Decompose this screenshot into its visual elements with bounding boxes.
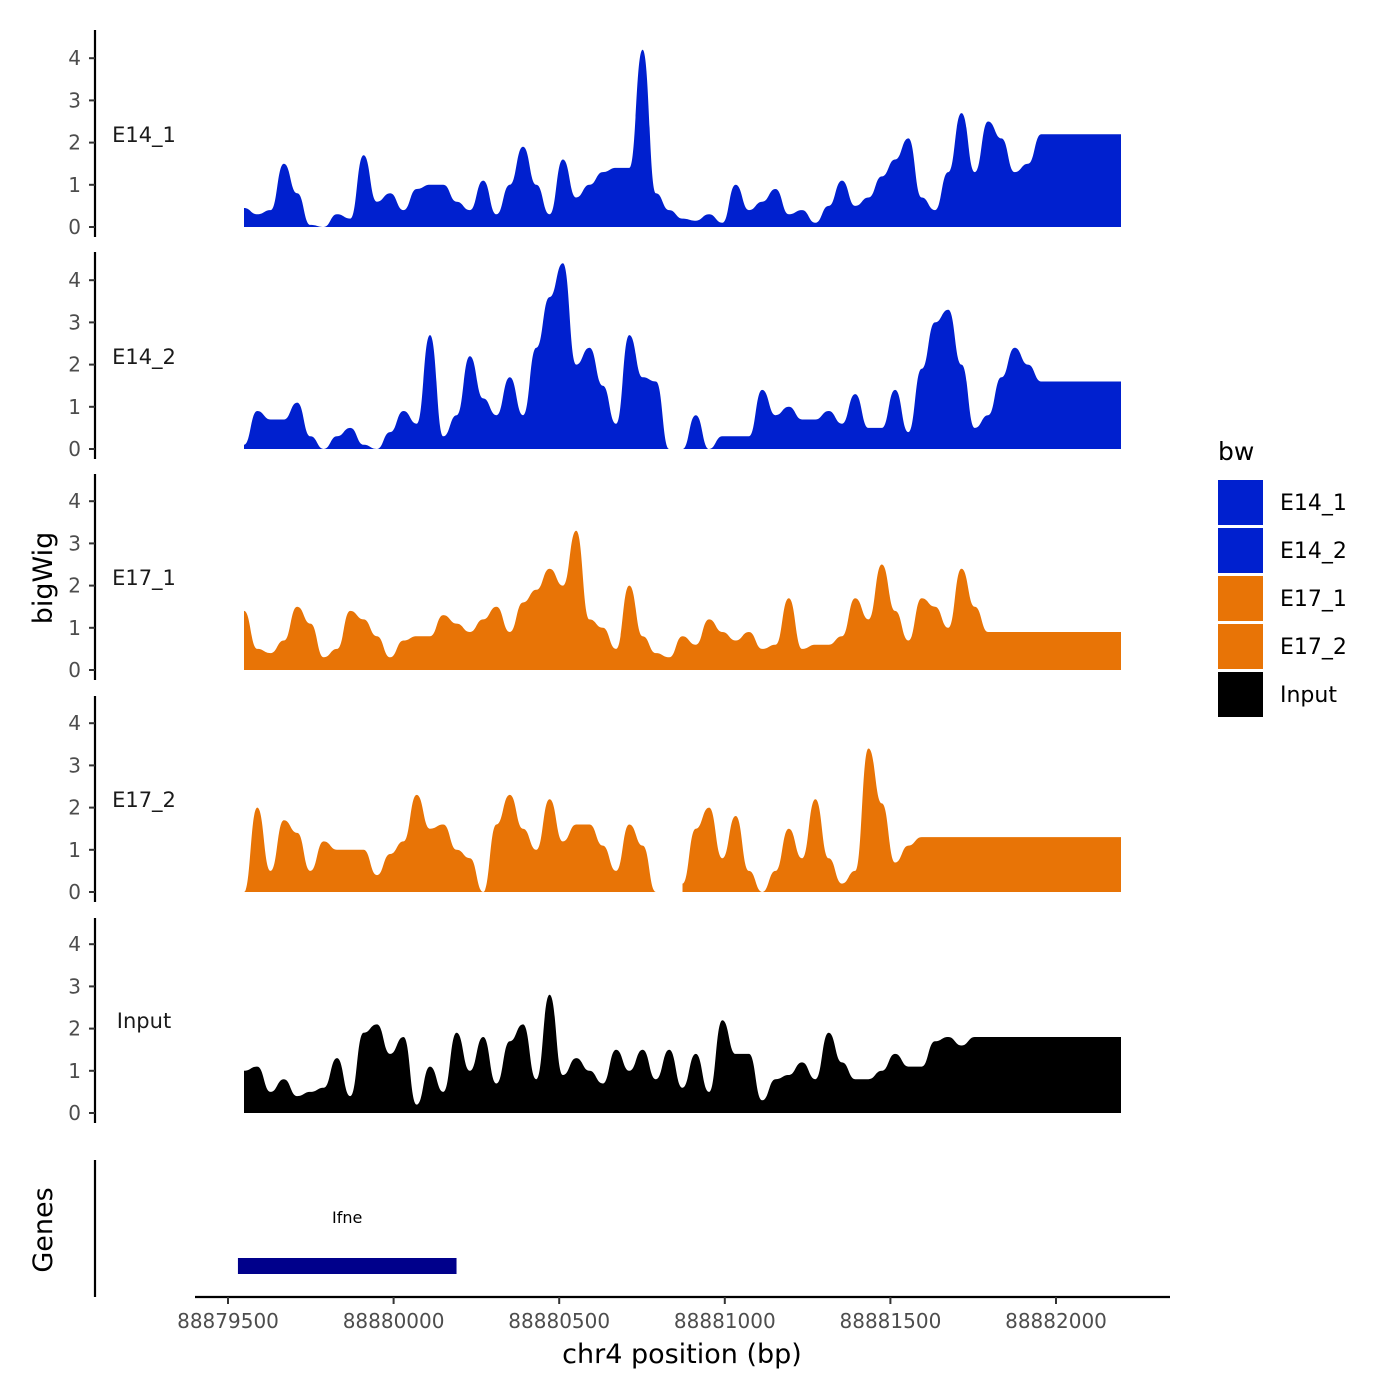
legend-title: bw [1218, 437, 1254, 466]
y-tick-label: 2 [68, 574, 81, 598]
legend: bw E14_1 E14_2 E17_1 E17_2 Input [1218, 437, 1347, 717]
coverage-area [244, 263, 1121, 449]
y-tick-label: 4 [68, 711, 81, 735]
coverage-area [682, 748, 1121, 892]
coverage-area [244, 530, 1121, 670]
track-e17-1: 0 1 2 3 4 E17_1 [68, 474, 1121, 682]
track-e17-2: 0 1 2 3 4 E17_2 [68, 696, 1121, 904]
x-axis-title: chr4 position (bp) [562, 1339, 802, 1370]
x-tick-label: 88882000 [1005, 1309, 1107, 1333]
coverage-area [244, 49, 1121, 227]
legend-swatch [1218, 576, 1263, 621]
y-tick-label: 1 [68, 395, 81, 419]
coverage-area [244, 994, 1121, 1113]
gene-panel: Ifne [93, 1160, 457, 1297]
y-tick-label: 2 [68, 1017, 81, 1041]
y-tick-label: 0 [68, 437, 81, 461]
track-input: 0 1 2 3 4 Input [68, 918, 1121, 1125]
y-tick-label: 1 [68, 1059, 81, 1083]
coverage-area [244, 794, 656, 892]
y-tick-label: 4 [68, 46, 81, 70]
track-label: E17_2 [112, 788, 176, 813]
x-tick-label: 88880500 [508, 1309, 610, 1333]
x-tick-label: 88879500 [177, 1309, 279, 1333]
y-tick-label: 1 [68, 173, 81, 197]
track-e14-2: 0 1 2 3 4 E14_2 [68, 252, 1121, 461]
x-tick-label: 88880000 [343, 1309, 445, 1333]
track-label: Input [117, 1009, 171, 1033]
legend-swatch [1218, 528, 1263, 573]
legend-label: E14_1 [1280, 491, 1347, 516]
legend-label: Input [1280, 683, 1337, 708]
genes-axis-title: Genes [28, 1187, 59, 1272]
y-axis-title: bigWig [28, 532, 59, 625]
coverage-tracks: 0 1 2 3 4 E14_1 0 1 2 3 4 E14_2 0 1 2 3 4 E17_1 0 1 2 3 4 E17_2… [68, 30, 1121, 1125]
legend-swatch [1218, 672, 1263, 717]
y-tick-label: 3 [68, 310, 81, 334]
y-tick-label: 3 [68, 974, 81, 998]
legend-label: E17_1 [1280, 587, 1347, 612]
track-label: E14_2 [112, 345, 176, 370]
y-tick-label: 0 [68, 658, 81, 682]
y-tick-label: 3 [68, 753, 81, 777]
x-tick-label: 88881500 [840, 1309, 942, 1333]
gene-label: Ifne [332, 1208, 362, 1227]
y-tick-label: 0 [68, 880, 81, 904]
y-tick-label: 0 [68, 215, 81, 239]
gene-ifne [237, 1258, 457, 1274]
x-axis: 88879500 88880000 88880500 88881000 88881500… [177, 1295, 1170, 1333]
legend-swatch [1218, 624, 1263, 669]
y-tick-label: 4 [68, 489, 81, 513]
legend-label: E14_2 [1280, 539, 1347, 564]
y-tick-label: 0 [68, 1101, 81, 1125]
y-tick-label: 1 [68, 616, 81, 640]
y-tick-label: 1 [68, 838, 81, 862]
x-tick-label: 88881000 [674, 1309, 776, 1333]
track-label: E14_1 [112, 123, 176, 148]
legend-label: E17_2 [1280, 635, 1347, 660]
y-tick-label: 2 [68, 796, 81, 820]
y-tick-label: 3 [68, 88, 81, 112]
y-tick-label: 2 [68, 353, 81, 377]
track-label: E17_1 [112, 566, 176, 591]
y-tick-label: 4 [68, 268, 81, 292]
track-e14-1: 0 1 2 3 4 E14_1 [68, 30, 1121, 239]
legend-swatch [1218, 480, 1263, 525]
y-tick-label: 3 [68, 531, 81, 555]
y-tick-label: 2 [68, 131, 81, 155]
y-tick-label: 4 [68, 932, 81, 956]
